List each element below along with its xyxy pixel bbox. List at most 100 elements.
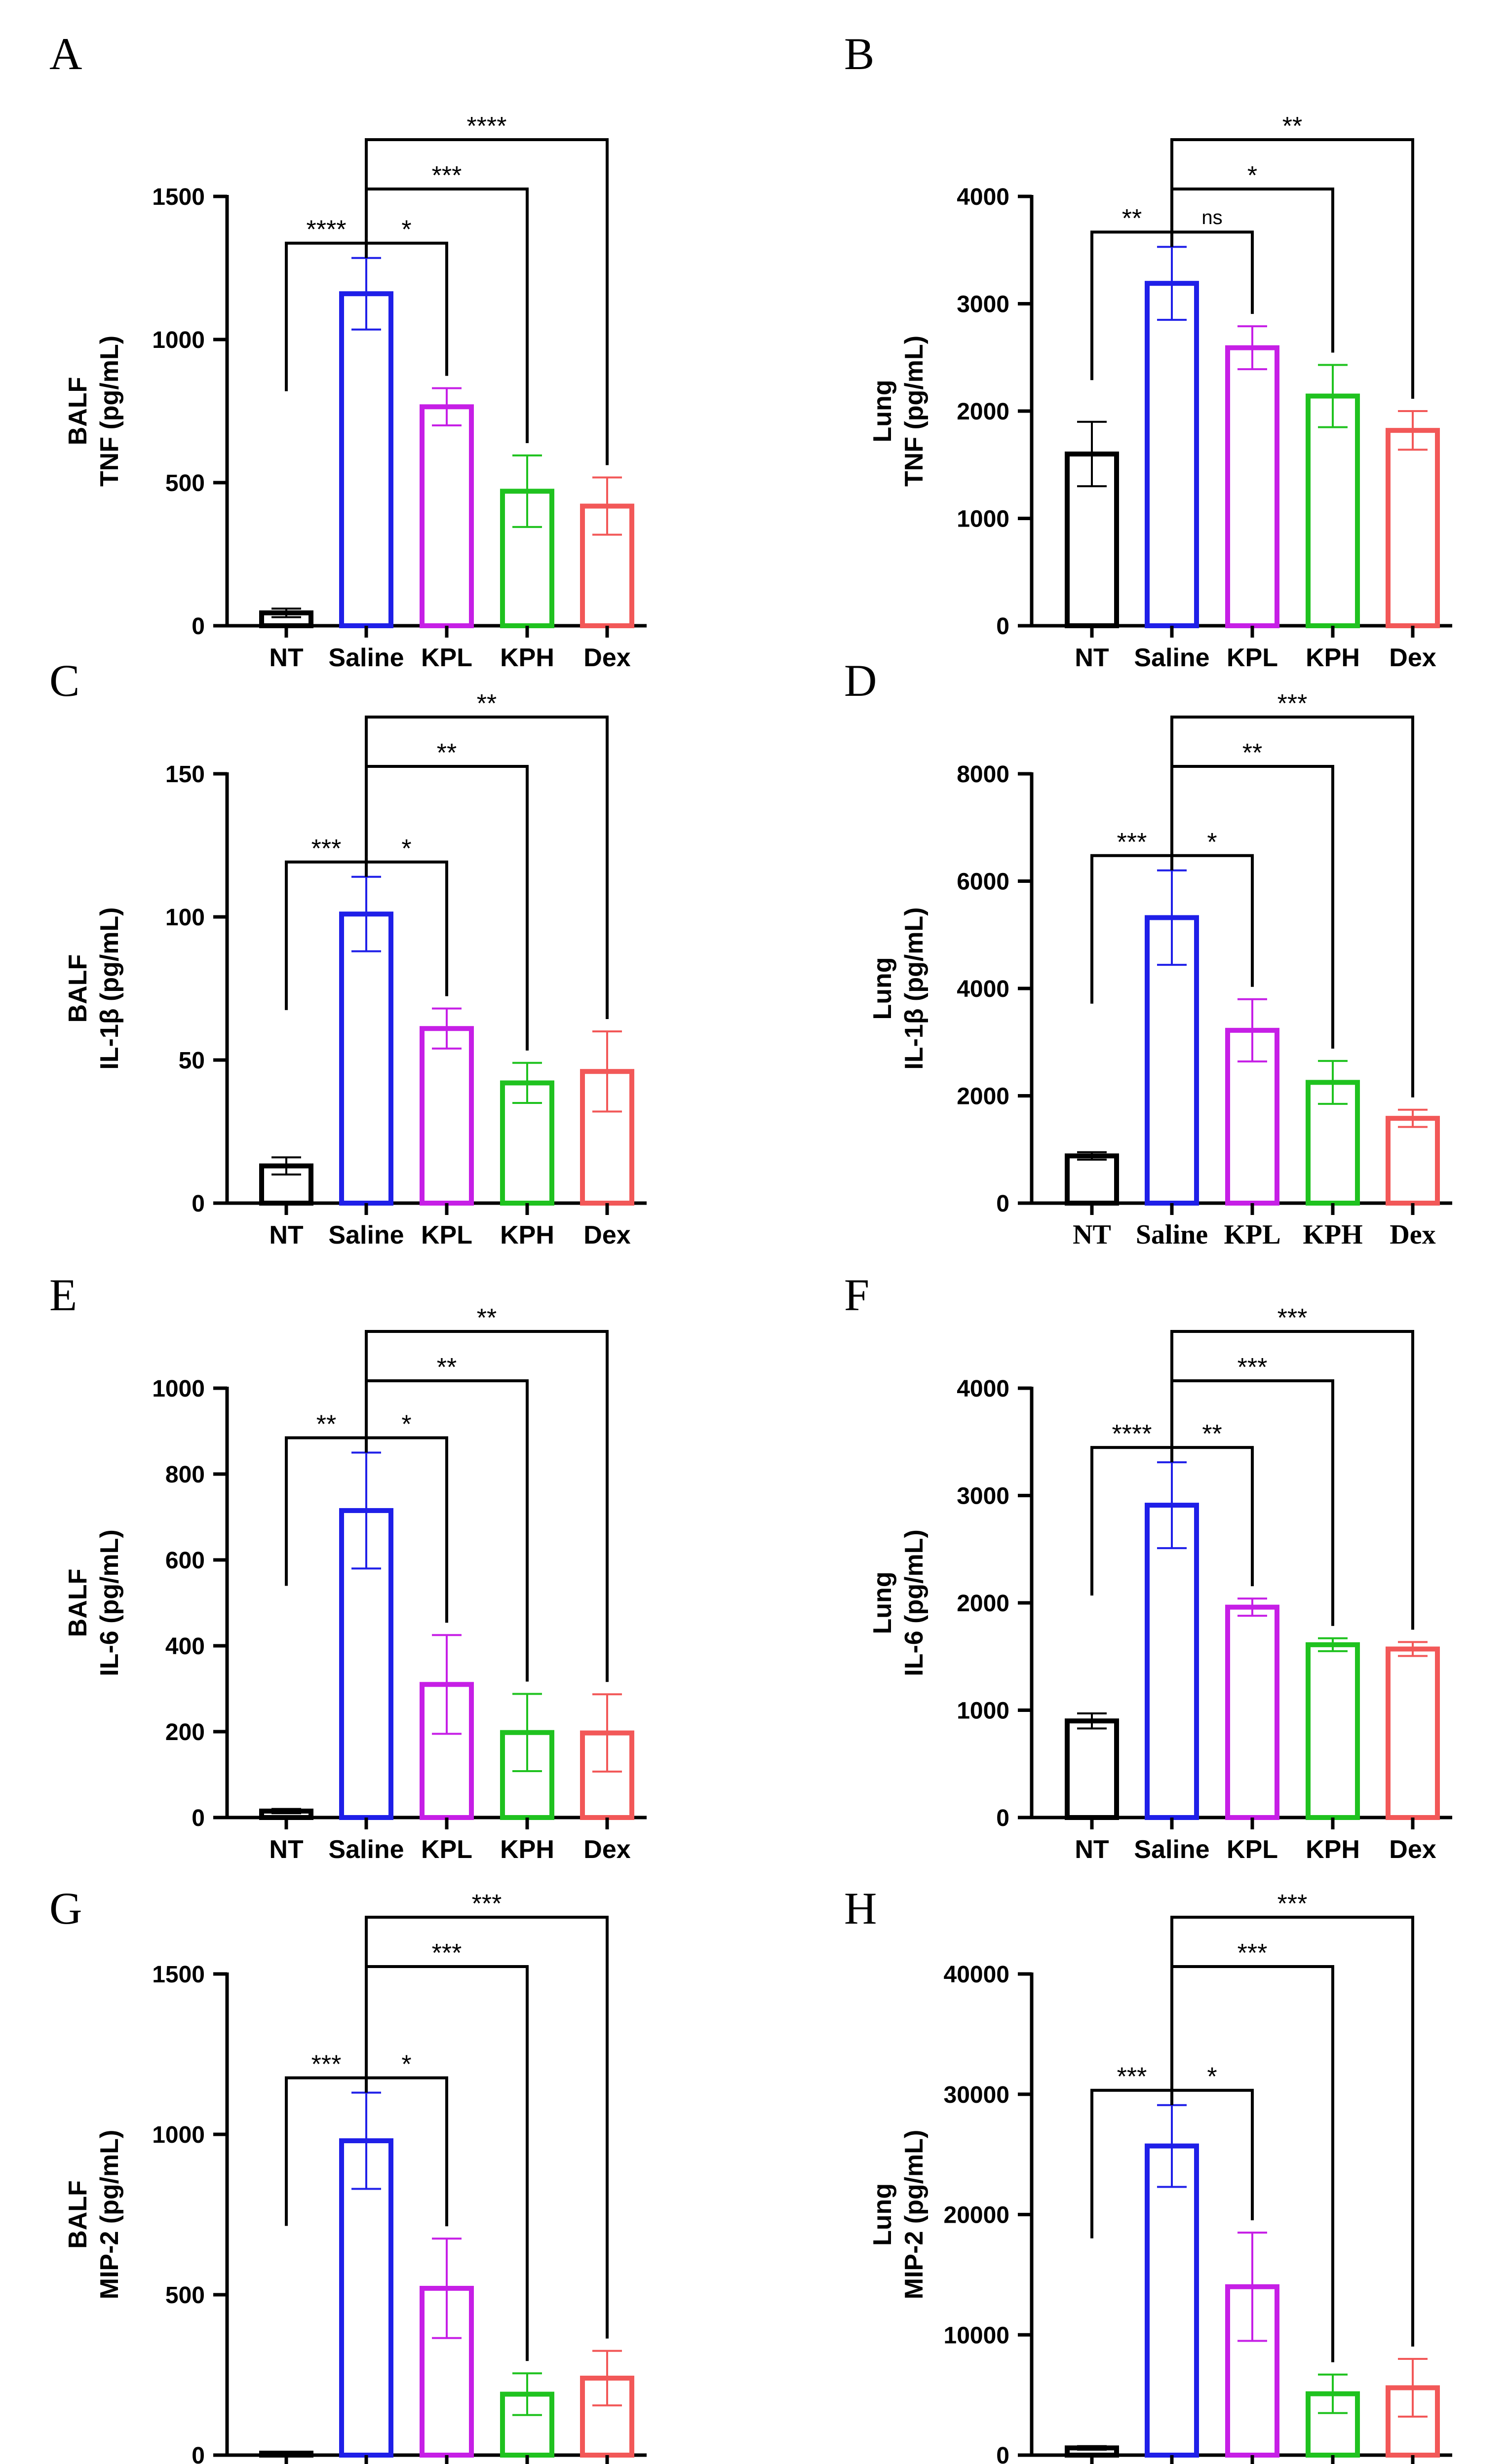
y-tick-label: 100 [165,905,205,931]
significance-bracket [365,1916,609,2339]
significance-bracket [285,860,368,1010]
significance-label: *** [472,1890,502,1918]
y-axis-label: Lung MIP-2 (pg/mL) [868,2130,928,2300]
bar-Saline [1145,2143,1199,2458]
bar-KPH [1306,393,1360,628]
bar-KPL [420,1026,474,1206]
y-tick-label: 4000 [957,184,1009,210]
x-tick-label: NT [1073,1219,1111,1250]
y-tick-label: 150 [165,761,205,788]
panel-letter: E [49,1270,77,1320]
y-axis-label-line1: Lung [868,379,897,442]
significance-bracket [1170,1916,1414,2347]
significance-bracket [365,138,609,465]
bar-Dex [1386,428,1440,629]
significance-label: ** [1282,112,1302,141]
bar-Dex [1386,1116,1440,1206]
x-tick-label: Saline [328,644,404,672]
significance-label: *** [432,1939,462,1968]
significance-label: ns [1201,207,1222,228]
y-tick-label: 1500 [152,1962,205,1988]
panel-letter: D [844,655,877,706]
x-tick-label: KPL [1227,1835,1278,1864]
y-axis-label: BALF MIP-2 (pg/mL) [64,2130,124,2300]
y-axis-label: BALF IL-6 (pg/mL) [64,1529,124,1676]
x-tick-label: Dex [1389,644,1436,672]
significance-bracket [285,2076,368,2226]
panel-letter: B [844,29,874,79]
significance-bracket [365,1433,448,1623]
x-tick-label: Saline [328,1221,404,1250]
y-tick-label: 1000 [957,506,1009,532]
x-tick-label: KPL [421,644,472,672]
panel-A: A 0 500 1000 1500 BALF TNF (pg/mL) NT Saline KPL K… [49,29,647,672]
y-tick-label: 1000 [957,1698,1009,1724]
x-tick-label: Dex [583,1835,630,1864]
y-tick-label: 500 [165,470,205,496]
y-tick-label: 20000 [944,2202,1009,2229]
significance-bracket [1090,854,1173,1004]
x-tick-label: Saline [1134,644,1209,672]
bar-KPH [1306,1642,1360,1820]
significance-label: *** [1237,1353,1268,1382]
y-tick-label: 800 [165,1462,205,1488]
x-tick-label: Dex [1390,1219,1435,1250]
significance-label: * [1247,161,1257,190]
x-tick-label: KPH [500,644,554,672]
y-tick-label: 0 [996,1191,1009,1217]
significance-label: *** [1277,1304,1308,1332]
y-axis-label-line2: IL-1β (pg/mL) [95,907,124,1069]
bar-KPL [1225,1604,1279,1820]
significance-label: ** [437,1353,457,1382]
y-tick-label: 1000 [152,1376,205,1402]
panel-letter: C [49,655,79,706]
significance-bracket [1170,1330,1414,1630]
y-tick-label: 30000 [944,2082,1009,2108]
y-tick-label: 0 [192,2443,205,2464]
x-tick-label: NT [1075,1835,1109,1864]
significance-label: *** [1277,1890,1308,1918]
significance-bracket [1090,2088,1173,2238]
x-tick-label: NT [269,644,304,672]
panel-letter: F [844,1270,869,1320]
bar-Saline [1145,281,1199,628]
y-axis-label-line1: BALF [64,954,92,1023]
y-tick-label: 3000 [957,292,1009,318]
x-tick-label: KPL [1224,1219,1280,1250]
y-axis-label-line1: Lung [868,2183,897,2246]
y-axis-label-line2: IL-6 (pg/mL) [900,1529,928,1676]
y-axis-label-line1: Lung [868,957,897,1020]
significance-bracket [1090,230,1173,380]
significance-label: **** [307,216,347,244]
y-tick-label: 0 [192,613,205,640]
y-tick-label: 2000 [957,399,1009,425]
y-tick-label: 400 [165,1633,205,1660]
x-tick-label: KPL [1227,644,1278,672]
panel-D: D 0 2000 4000 6000 8000 Lung IL-1β (pg/mL) NT Sal… [844,655,1452,1250]
significance-label: **** [1112,1420,1152,1448]
significance-label: *** [311,834,342,863]
significance-label: *** [311,2050,342,2079]
significance-label: * [401,834,411,863]
bar-NT [1065,1153,1119,1206]
significance-label: ** [1122,204,1142,233]
significance-label: ** [437,739,457,767]
significance-label: *** [1237,1939,1268,1968]
x-tick-label: KPH [1306,644,1360,672]
y-axis-label: BALF IL-1β (pg/mL) [64,907,124,1069]
significance-bracket [1170,716,1414,1098]
y-tick-label: 500 [165,2282,205,2309]
y-tick-label: 0 [192,1805,205,1831]
significance-bracket [1170,2085,1254,2221]
significance-label: * [401,2050,411,2079]
y-tick-label: 2000 [957,1591,1009,1617]
significance-label: *** [1117,2063,1147,2091]
y-axis-label-line2: MIP-2 (pg/mL) [95,2130,124,2300]
significance-bracket [365,857,448,996]
significance-label: ** [477,689,497,718]
y-tick-label: 0 [192,1191,205,1217]
significance-bracket [365,238,448,376]
x-tick-label: Saline [1134,1835,1209,1864]
x-tick-label: NT [269,1221,304,1250]
